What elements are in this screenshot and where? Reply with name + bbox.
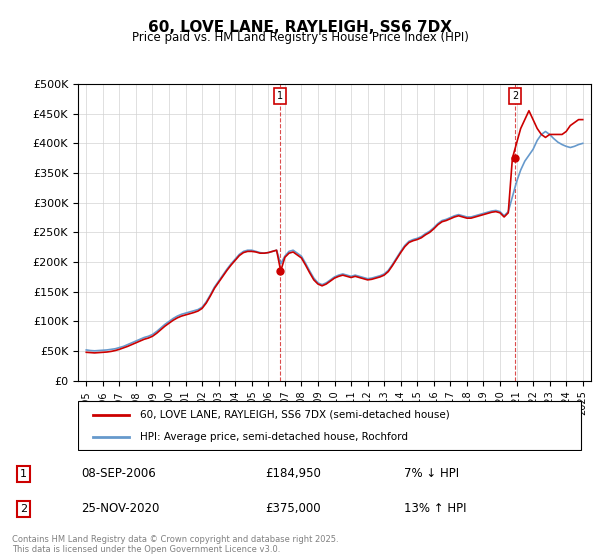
FancyBboxPatch shape — [78, 402, 581, 450]
Text: 13% ↑ HPI: 13% ↑ HPI — [404, 502, 466, 515]
Text: HPI: Average price, semi-detached house, Rochford: HPI: Average price, semi-detached house,… — [140, 432, 407, 442]
Text: 1: 1 — [20, 469, 27, 479]
Text: 60, LOVE LANE, RAYLEIGH, SS6 7DX: 60, LOVE LANE, RAYLEIGH, SS6 7DX — [148, 20, 452, 35]
Text: Price paid vs. HM Land Registry's House Price Index (HPI): Price paid vs. HM Land Registry's House … — [131, 31, 469, 44]
Text: 25-NOV-2020: 25-NOV-2020 — [81, 502, 160, 515]
Text: Contains HM Land Registry data © Crown copyright and database right 2025.
This d: Contains HM Land Registry data © Crown c… — [12, 535, 338, 554]
Text: 2: 2 — [20, 504, 27, 514]
Text: 08-SEP-2006: 08-SEP-2006 — [81, 468, 156, 480]
Text: 1: 1 — [277, 91, 283, 101]
Text: £184,950: £184,950 — [265, 468, 322, 480]
Text: £375,000: £375,000 — [265, 502, 321, 515]
Text: 60, LOVE LANE, RAYLEIGH, SS6 7DX (semi-detached house): 60, LOVE LANE, RAYLEIGH, SS6 7DX (semi-d… — [140, 409, 449, 419]
Text: 7% ↓ HPI: 7% ↓ HPI — [404, 468, 459, 480]
Text: 2: 2 — [512, 91, 518, 101]
